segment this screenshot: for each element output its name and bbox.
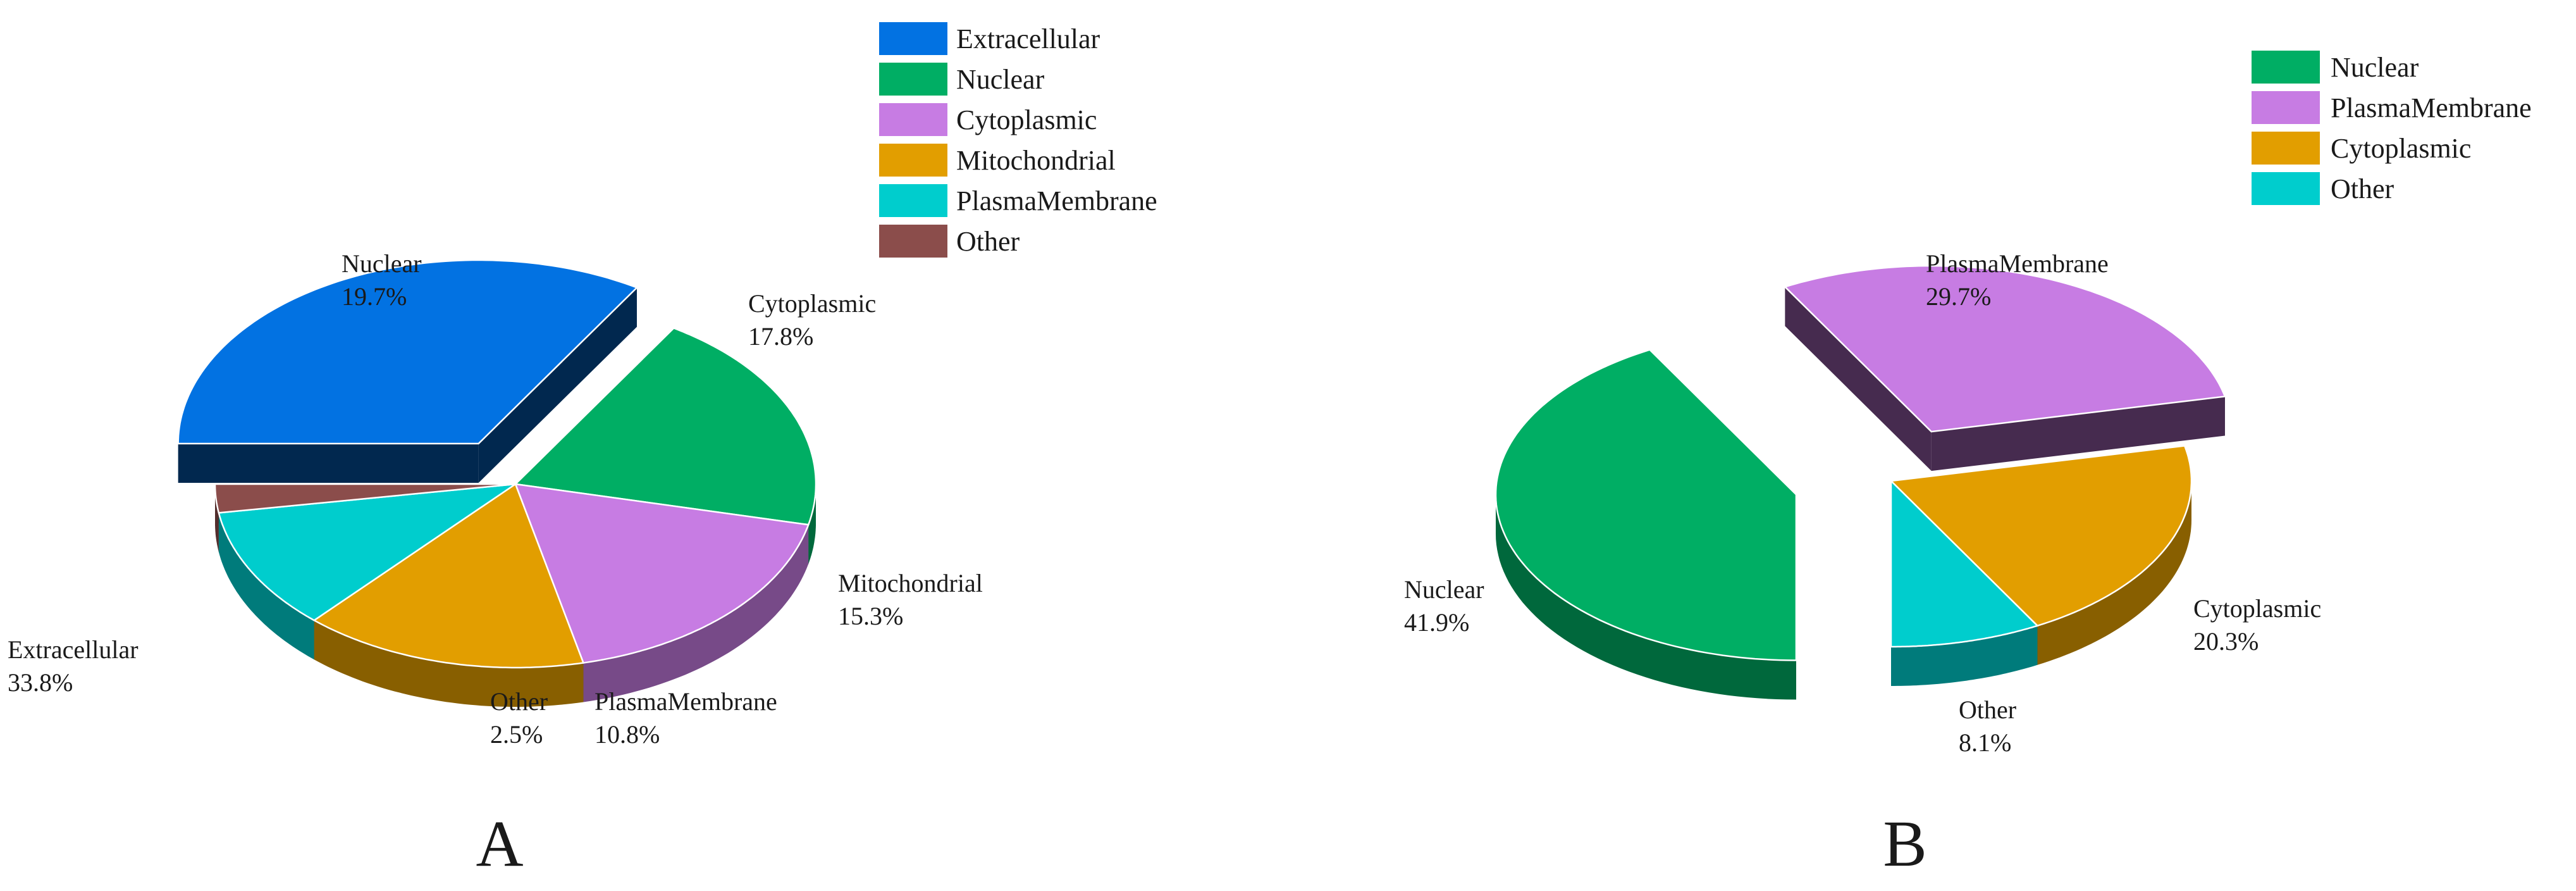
pie-b-slice-other [1890,479,2039,648]
legend-b-item-other: Other [2331,173,2394,204]
pie-a-slice-other [214,483,516,514]
legend-b-swatch-plasmamembrane [2252,91,2320,124]
pie-a-label-extracellular: Extracellular [8,635,139,664]
pie-b-label-nuclear: Nuclear [1404,575,1484,604]
pie-b-value-cytoplasmic: 20.3% [2193,627,2259,656]
pie-a-value-cytoplasmic: 17.8% [748,322,813,351]
pie-a-slice-plasmamembrane [218,483,516,621]
pie-b-side-nuclear [1496,494,1796,700]
pie-b-label-cytoplasmic: Cytoplasmic [2193,594,2321,623]
legend-a-item-extracellular: Extracellular [956,23,1100,54]
legend-b-swatch-cytoplasmic [2252,132,2320,165]
legend-a-swatch-plasmamembrane [879,184,947,217]
legend-b-item-nuclear: Nuclear [2331,52,2419,83]
legend-a-item-nuclear: Nuclear [956,64,1045,95]
legend-a-swatch-cytoplasmic [879,103,947,136]
legend-a-swatch-nuclear [879,63,947,96]
pie-a-side-cytoplasmic [583,525,809,702]
pie-a-label-nuclear: Nuclear [342,249,422,278]
pie-a-value-extracellular: 33.8% [8,668,73,697]
pie-a-slice-mitochondrial [312,483,585,669]
panel-label-b: B [1883,807,1926,880]
legend-b: Nuclear PlasmaMembrane Cytoplasmic Other [2252,51,2532,205]
legend-a-swatch-mitochondrial [879,144,947,177]
legend-b-swatch-other [2252,172,2320,205]
pie-b-side-other [1891,625,2038,686]
pie-a-value-other: 2.5% [490,720,543,749]
panel-label-a: A [476,807,523,880]
legend-a-swatch-other [879,225,947,258]
pie-a-side-nuclear [808,484,816,564]
legend-a-item-cytoplasmic: Cytoplasmic [956,104,1097,135]
pie-a-value-plasmamembrane: 10.8% [595,720,660,749]
pie-a-tops [177,259,817,669]
pie-b-value-other: 8.1% [1959,728,2011,757]
pie-b-label-plasmamembrane: PlasmaMembrane [1926,249,2109,278]
pie-a-label-other: Other [490,687,548,716]
pie-b-cut-plasmamembrane-0 [1785,287,1932,471]
pie-a-cut-extracellular-1 [478,287,637,483]
pie-a-slice-nuclear [514,327,817,526]
pie-a-slice-extracellular [177,259,639,445]
legend-b-item-plasmamembrane: PlasmaMembrane [2331,92,2532,123]
pie-b-value-nuclear: 41.9% [1404,608,1469,637]
pie-b-slice-nuclear [1494,349,1797,661]
legend-b-swatch-nuclear [2252,51,2320,84]
legend-a-item-other: Other [956,226,1020,257]
legend-a-swatch-extracellular [879,22,947,55]
pie-a-label-plasmamembrane: PlasmaMembrane [595,687,777,716]
pie-a-cut-extracellular-0 [178,443,479,483]
pie-a-side-plasmamembrane [218,513,314,660]
pie-b-slice-cytoplasmic [1889,445,2193,627]
pie-a-label-mitochondrial: Mitochondrial [838,569,983,597]
pie-a-label-cytoplasmic: Cytoplasmic [748,289,876,318]
pie-b-label-other: Other [1959,695,2016,724]
pie-a-labels: Extracellular 33.8% Nuclear 19.7% Cytoplasmi… [8,249,983,749]
legend-b-item-cytoplasmic: Cytoplasmic [2331,133,2471,164]
pie-chart-a: Extracellular 33.8% Nuclear 19.7% Cytoplasmi… [8,22,1157,880]
legend-a-item-mitochondrial: Mitochondrial [956,145,1116,176]
pie-b-cut-plasmamembrane-1 [1931,396,2225,471]
pie-b-slice-plasmamembrane [1783,265,2226,433]
pie-b-side-cytoplasmic [2037,481,2191,665]
legend-a: Extracellular Nuclear Cytoplasmic Mitochond… [879,22,1157,258]
pie-b-tops [1494,265,2226,661]
pie-b-value-plasmamembrane: 29.7% [1926,282,1991,311]
pie-a-value-mitochondrial: 15.3% [838,602,903,630]
pie-b-labels: Nuclear 41.9% PlasmaMembrane 29.7% Cytoplasm… [1404,249,2321,757]
pie-chart-b: Nuclear 41.9% PlasmaMembrane 29.7% Cytoplasm… [1404,51,2532,880]
pie-a-value-nuclear: 19.7% [342,282,407,311]
legend-a-item-plasmamembrane: PlasmaMembrane [956,185,1157,216]
pie-a-slice-cytoplasmic [514,483,810,664]
